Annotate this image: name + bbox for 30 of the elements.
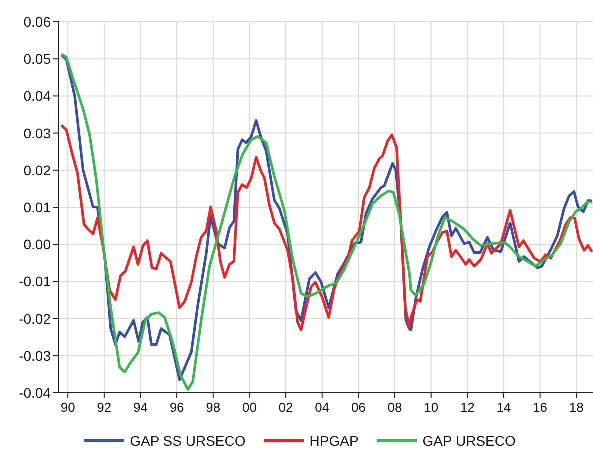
x-tick-label: 90 [60,400,76,415]
y-tick-label: 0.04 [24,88,52,104]
x-tick-label: 02 [278,400,294,415]
x-tick-label: 18 [569,400,584,415]
x-tick-label: 98 [206,400,221,415]
x-tick-label: 94 [134,400,148,415]
y-tick-label: -0.01 [19,274,52,290]
y-tick-label: -0.04 [19,384,52,401]
x-tick-label: 00 [242,400,257,415]
y-tick-label: 0.02 [24,162,52,178]
y-tick-label: 0.00 [24,236,52,253]
legend-label: GAP URSECO [422,433,516,449]
y-tick-label: 0.01 [24,199,52,216]
x-tick-label: 08 [388,400,402,415]
x-tick-label: 04 [315,400,330,415]
legend-label: GAP SS URSECO [130,433,246,449]
x-tick-label: 10 [424,400,439,415]
x-tick-label: 96 [170,400,184,415]
y-tick-label: 0.05 [24,51,52,68]
x-tick-label: 06 [351,400,366,415]
line-series [60,124,593,332]
x-tick-label: 92 [97,400,112,415]
y-tick-label: 0.06 [24,14,52,30]
legend-label: HPGAP [310,433,359,449]
x-tick-label: 16 [533,400,548,415]
x-tick-label: 12 [460,400,475,415]
y-tick-label: -0.02 [19,310,52,327]
y-tick-label: 0.03 [24,125,52,142]
x-tick-label: 14 [496,400,512,415]
y-tick-label: -0.03 [19,348,52,364]
